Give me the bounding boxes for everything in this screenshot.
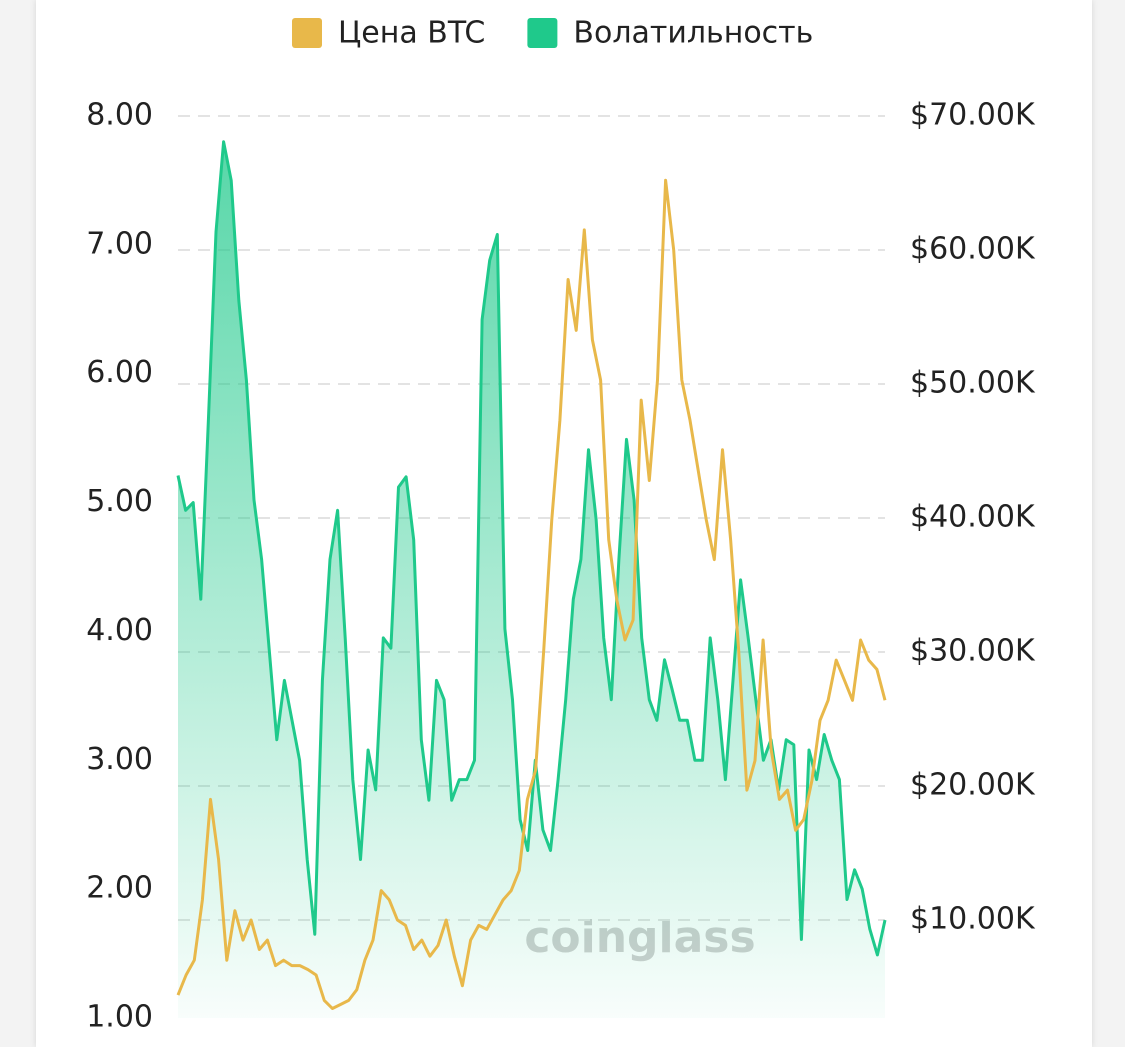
y2-tick-label: $60.00K (910, 232, 1036, 267)
y-tick-label: 3.00 (86, 742, 153, 777)
y-tick-label: 1.00 (86, 1000, 153, 1035)
y2-tick-label: $30.00K (910, 634, 1036, 669)
series-line (176, 140, 887, 957)
y2-tick-label: $50.00K (910, 366, 1036, 401)
y-tick-label: 8.00 (86, 98, 153, 133)
series-line (176, 178, 887, 1010)
y-tick-label: 6.00 (86, 355, 153, 390)
legend-swatch (527, 18, 558, 48)
y-tick-label: 7.00 (86, 226, 153, 261)
legend-swatch (292, 18, 322, 48)
y-tick-label: 2.00 (86, 871, 153, 906)
y2-tick-label: $40.00K (910, 500, 1036, 535)
y2-tick-label: $10.00K (910, 902, 1036, 937)
y2-tick-label: $70.00K (910, 98, 1036, 133)
volatility-area (178, 141, 885, 1019)
y-tick-label: 5.00 (86, 484, 153, 519)
y2-tick-label: $20.00K (910, 768, 1036, 803)
legend-label: Цена BTC (338, 16, 485, 51)
legend-label: Волатильность (573, 16, 813, 51)
y-tick-label: 4.00 (86, 613, 153, 648)
